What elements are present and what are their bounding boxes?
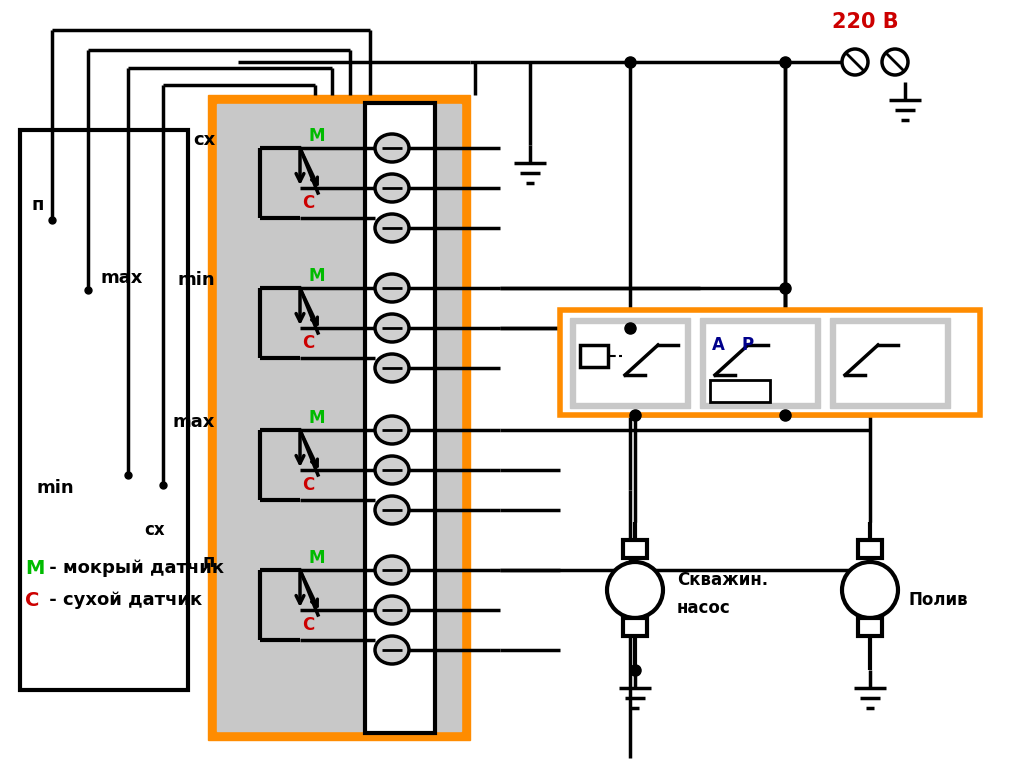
Ellipse shape [375,274,409,302]
Bar [570,318,690,408]
Ellipse shape [375,596,409,624]
Text: С: С [302,334,314,352]
Text: - мокрый датчик: - мокрый датчик [43,559,224,577]
Bar [365,103,435,733]
Bar [623,618,647,636]
Text: max: max [100,269,142,287]
Text: С: С [302,194,314,212]
Text: min: min [36,479,74,497]
Bar [710,380,770,402]
Ellipse shape [375,134,409,162]
Text: п: п [203,553,215,571]
Circle shape [842,49,868,75]
Text: М: М [308,127,324,145]
Bar [835,323,945,403]
Text: М: М [25,558,44,577]
Text: М: М [308,409,324,427]
Text: Р: Р [742,336,754,354]
Bar [20,130,188,690]
Text: п: п [31,196,44,214]
Text: 220 В: 220 В [831,12,898,32]
Text: max: max [173,413,215,431]
Bar [560,310,980,415]
Bar [575,323,685,403]
Bar [705,323,815,403]
Ellipse shape [375,456,409,484]
Text: насос: насос [677,599,731,617]
Ellipse shape [375,214,409,242]
Ellipse shape [375,496,409,524]
Text: С: С [302,616,314,634]
Text: С: С [302,476,314,494]
Ellipse shape [375,556,409,584]
Text: сх: сх [193,131,215,149]
Ellipse shape [375,354,409,382]
Text: min: min [178,271,215,289]
Bar [623,540,647,558]
Text: Скважин.: Скважин. [677,571,769,589]
Text: М: М [308,267,324,285]
Bar [858,618,882,636]
Ellipse shape [375,636,409,664]
Ellipse shape [375,314,409,342]
Text: сх: сх [144,521,166,539]
Bar [830,318,950,408]
Bar [858,540,882,558]
Bar [217,104,461,731]
Bar [23,460,185,687]
Text: Полив: Полив [908,591,968,609]
Bar [700,318,820,408]
Text: М: М [308,549,324,567]
Text: - сухой датчик: - сухой датчик [43,591,202,609]
Circle shape [842,562,898,618]
Ellipse shape [375,174,409,202]
Text: А: А [712,336,724,354]
Text: С: С [25,590,39,609]
Ellipse shape [375,416,409,444]
Circle shape [882,49,908,75]
Bar [208,95,470,740]
Circle shape [607,562,663,618]
Bar [580,345,608,367]
